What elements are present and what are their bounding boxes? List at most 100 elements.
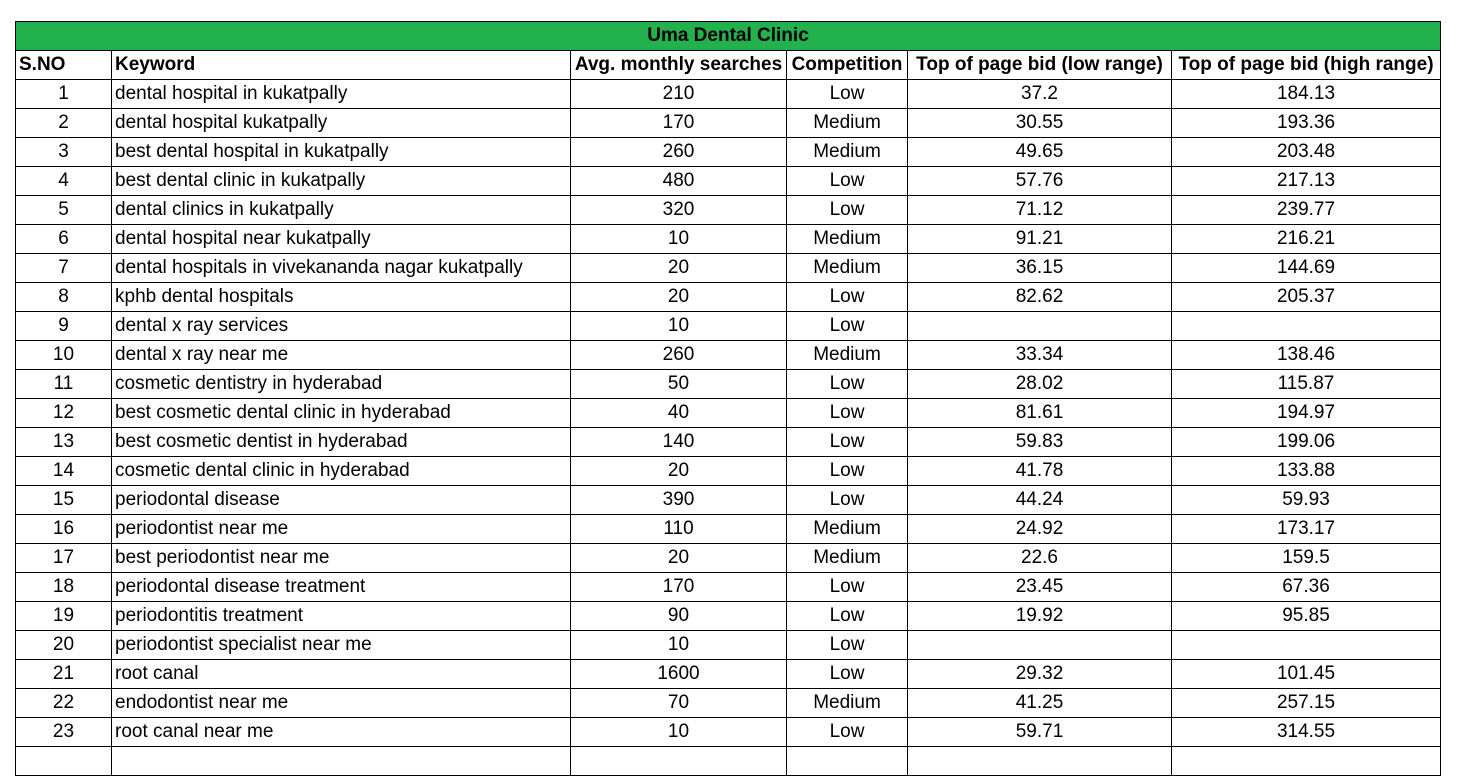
competition-cell[interactable]: Low bbox=[786, 311, 908, 341]
header-competition[interactable]: Competition bbox=[786, 50, 908, 80]
keyword-cell[interactable]: endodontist near me bbox=[111, 688, 571, 718]
searches-cell[interactable]: 210 bbox=[570, 79, 787, 109]
empty-cell[interactable] bbox=[907, 746, 1172, 776]
competition-cell[interactable]: Low bbox=[786, 630, 908, 660]
searches-cell[interactable]: 10 bbox=[570, 630, 787, 660]
sno-cell[interactable]: 18 bbox=[15, 572, 112, 602]
sno-cell[interactable]: 14 bbox=[15, 456, 112, 486]
bid-low-cell[interactable]: 71.12 bbox=[907, 195, 1172, 225]
bid-high-cell[interactable]: 173.17 bbox=[1171, 514, 1441, 544]
sno-cell[interactable]: 13 bbox=[15, 427, 112, 457]
sheet-title[interactable]: Uma Dental Clinic bbox=[15, 21, 1441, 51]
searches-cell[interactable]: 20 bbox=[570, 543, 787, 573]
bid-low-cell[interactable]: 82.62 bbox=[907, 282, 1172, 312]
keyword-cell[interactable]: dental hospital kukatpally bbox=[111, 108, 571, 138]
sno-cell[interactable]: 5 bbox=[15, 195, 112, 225]
bid-low-cell[interactable]: 37.2 bbox=[907, 79, 1172, 109]
keyword-cell[interactable]: dental hospitals in vivekananda nagar ku… bbox=[111, 253, 571, 283]
bid-high-cell[interactable]: 314.55 bbox=[1171, 717, 1441, 747]
sno-cell[interactable]: 10 bbox=[15, 340, 112, 370]
competition-cell[interactable]: Low bbox=[786, 195, 908, 225]
bid-low-cell[interactable]: 59.83 bbox=[907, 427, 1172, 457]
keyword-cell[interactable]: periodontal disease bbox=[111, 485, 571, 515]
competition-cell[interactable]: Low bbox=[786, 601, 908, 631]
competition-cell[interactable]: Medium bbox=[786, 514, 908, 544]
competition-cell[interactable]: Low bbox=[786, 456, 908, 486]
bid-low-cell[interactable]: 36.15 bbox=[907, 253, 1172, 283]
competition-cell[interactable]: Low bbox=[786, 398, 908, 428]
bid-high-cell[interactable]: 193.36 bbox=[1171, 108, 1441, 138]
bid-low-cell[interactable]: 59.71 bbox=[907, 717, 1172, 747]
bid-low-cell[interactable] bbox=[907, 630, 1172, 660]
bid-high-cell[interactable]: 199.06 bbox=[1171, 427, 1441, 457]
sno-cell[interactable]: 15 bbox=[15, 485, 112, 515]
searches-cell[interactable]: 20 bbox=[570, 253, 787, 283]
searches-cell[interactable]: 10 bbox=[570, 224, 787, 254]
bid-high-cell[interactable]: 184.13 bbox=[1171, 79, 1441, 109]
competition-cell[interactable]: Low bbox=[786, 659, 908, 689]
searches-cell[interactable]: 170 bbox=[570, 572, 787, 602]
searches-cell[interactable]: 50 bbox=[570, 369, 787, 399]
keyword-cell[interactable]: dental x ray services bbox=[111, 311, 571, 341]
sno-cell[interactable]: 11 bbox=[15, 369, 112, 399]
bid-high-cell[interactable]: 217.13 bbox=[1171, 166, 1441, 196]
keyword-cell[interactable]: best cosmetic dentist in hyderabad bbox=[111, 427, 571, 457]
bid-high-cell[interactable]: 115.87 bbox=[1171, 369, 1441, 399]
bid-high-cell[interactable]: 216.21 bbox=[1171, 224, 1441, 254]
searches-cell[interactable]: 70 bbox=[570, 688, 787, 718]
bid-high-cell[interactable]: 138.46 bbox=[1171, 340, 1441, 370]
keyword-cell[interactable]: kphb dental hospitals bbox=[111, 282, 571, 312]
bid-high-cell[interactable]: 67.36 bbox=[1171, 572, 1441, 602]
bid-low-cell[interactable]: 41.25 bbox=[907, 688, 1172, 718]
competition-cell[interactable]: Low bbox=[786, 485, 908, 515]
keyword-cell[interactable]: periodontitis treatment bbox=[111, 601, 571, 631]
bid-high-cell[interactable]: 101.45 bbox=[1171, 659, 1441, 689]
bid-low-cell[interactable]: 81.61 bbox=[907, 398, 1172, 428]
competition-cell[interactable]: Medium bbox=[786, 253, 908, 283]
bid-low-cell[interactable]: 28.02 bbox=[907, 369, 1172, 399]
sno-cell[interactable]: 22 bbox=[15, 688, 112, 718]
sno-cell[interactable]: 8 bbox=[15, 282, 112, 312]
empty-cell[interactable] bbox=[15, 746, 112, 776]
bid-high-cell[interactable]: 159.5 bbox=[1171, 543, 1441, 573]
bid-high-cell[interactable]: 144.69 bbox=[1171, 253, 1441, 283]
header-keyword[interactable]: Keyword bbox=[111, 50, 571, 80]
searches-cell[interactable]: 90 bbox=[570, 601, 787, 631]
bid-low-cell[interactable]: 91.21 bbox=[907, 224, 1172, 254]
competition-cell[interactable]: Medium bbox=[786, 137, 908, 167]
bid-low-cell[interactable]: 24.92 bbox=[907, 514, 1172, 544]
bid-low-cell[interactable]: 19.92 bbox=[907, 601, 1172, 631]
sno-cell[interactable]: 1 bbox=[15, 79, 112, 109]
sno-cell[interactable]: 6 bbox=[15, 224, 112, 254]
keyword-cell[interactable]: dental hospital near kukatpally bbox=[111, 224, 571, 254]
bid-low-cell[interactable]: 49.65 bbox=[907, 137, 1172, 167]
searches-cell[interactable]: 20 bbox=[570, 282, 787, 312]
bid-high-cell[interactable]: 194.97 bbox=[1171, 398, 1441, 428]
searches-cell[interactable]: 10 bbox=[570, 717, 787, 747]
searches-cell[interactable]: 1600 bbox=[570, 659, 787, 689]
header-sno[interactable]: S.NO bbox=[15, 50, 112, 80]
bid-low-cell[interactable]: 33.34 bbox=[907, 340, 1172, 370]
empty-cell[interactable] bbox=[1171, 746, 1441, 776]
keyword-cell[interactable]: dental hospital in kukatpally bbox=[111, 79, 571, 109]
competition-cell[interactable]: Low bbox=[786, 166, 908, 196]
competition-cell[interactable]: Low bbox=[786, 79, 908, 109]
bid-low-cell[interactable]: 41.78 bbox=[907, 456, 1172, 486]
sno-cell[interactable]: 4 bbox=[15, 166, 112, 196]
keyword-cell[interactable]: best dental clinic in kukatpally bbox=[111, 166, 571, 196]
searches-cell[interactable]: 260 bbox=[570, 137, 787, 167]
bid-low-cell[interactable]: 22.6 bbox=[907, 543, 1172, 573]
bid-high-cell[interactable]: 59.93 bbox=[1171, 485, 1441, 515]
competition-cell[interactable]: Low bbox=[786, 282, 908, 312]
bid-high-cell[interactable]: 205.37 bbox=[1171, 282, 1441, 312]
searches-cell[interactable]: 40 bbox=[570, 398, 787, 428]
keyword-cell[interactable]: dental x ray near me bbox=[111, 340, 571, 370]
empty-cell[interactable] bbox=[111, 746, 571, 776]
competition-cell[interactable]: Medium bbox=[786, 108, 908, 138]
header-avg-monthly-searches[interactable]: Avg. monthly searches bbox=[570, 50, 787, 80]
sno-cell[interactable]: 23 bbox=[15, 717, 112, 747]
bid-high-cell[interactable]: 95.85 bbox=[1171, 601, 1441, 631]
sno-cell[interactable]: 9 bbox=[15, 311, 112, 341]
competition-cell[interactable]: Low bbox=[786, 572, 908, 602]
sno-cell[interactable]: 7 bbox=[15, 253, 112, 283]
